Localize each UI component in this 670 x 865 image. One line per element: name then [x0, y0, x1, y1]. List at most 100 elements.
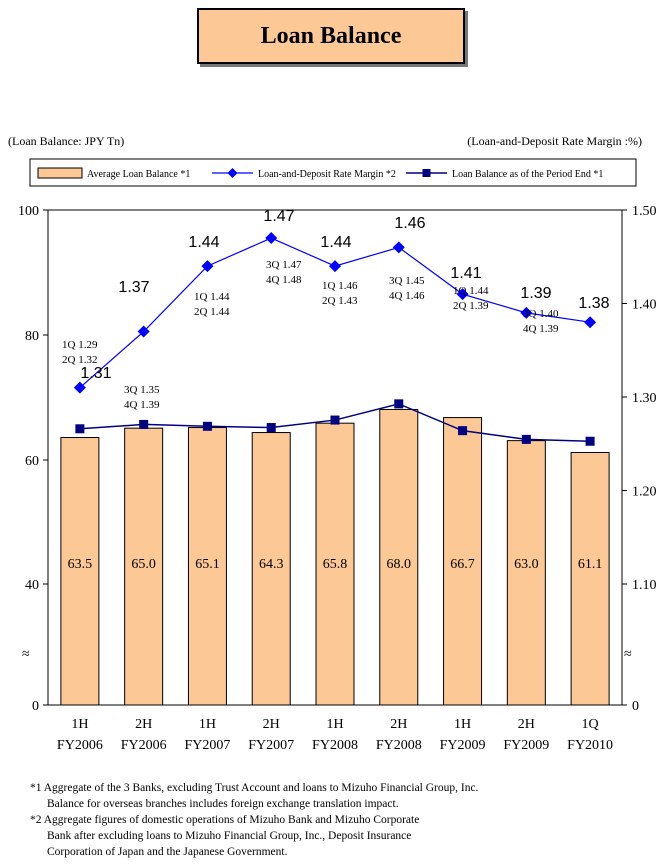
left-tick-label: 0: [32, 699, 39, 714]
footnote-1-cont: Balance for overseas branches includes f…: [47, 798, 399, 810]
category-label-period: 2H: [390, 717, 407, 732]
quarter-note: 4Q 1.39: [124, 399, 160, 411]
chart-title: Loan Balance: [260, 22, 402, 49]
marker-rate-margin: [329, 260, 341, 273]
quarter-note: 1Q 1.46: [322, 280, 358, 292]
rate-margin-label: 1.41: [450, 265, 481, 282]
footnote-2: *2 Aggregate figures of domestic operati…: [30, 814, 420, 826]
marker-rate-margin: [201, 260, 214, 273]
rate-margin-label: 1.44: [320, 234, 351, 251]
marker-period-end-balance: [266, 423, 276, 433]
bar-average-loan-balance: [443, 417, 483, 706]
marker-period-end-balance: [202, 421, 212, 431]
quarter-note: 4Q 1.46: [389, 290, 425, 302]
category-label-year: FY2007: [248, 738, 294, 753]
rate-margin-label: 1.38: [578, 295, 609, 312]
legend-box: [29, 158, 637, 187]
right-tick-label: 1.10: [632, 578, 657, 593]
footnotes: *1 Aggregate of the 3 Banks, excluding T…: [30, 780, 478, 860]
bar-value-label: 65.1: [195, 557, 220, 572]
bar-average-loan-balance: [124, 427, 164, 706]
category-label-period: 1Q: [582, 717, 599, 732]
rate-margin-label: 1.37: [118, 279, 149, 296]
axis-break-left: ≈: [22, 647, 30, 662]
bar-average-loan-balance: [60, 437, 100, 706]
category-label-period: 2H: [135, 717, 152, 732]
category-label-year: FY2008: [376, 738, 422, 753]
legend-label-bar: Average Loan Balance *1: [87, 169, 190, 180]
bar-value-label: 63.5: [68, 557, 93, 572]
category-label-period: 1H: [326, 717, 343, 732]
bar-value-label: 61.1: [578, 557, 603, 572]
quarter-note: 1Q 1.44: [453, 285, 489, 297]
marker-period-end-balance: [585, 436, 595, 446]
bar-value-label: 64.3: [259, 557, 284, 572]
rate-margin-label: 1.39: [520, 285, 551, 302]
marker-period-end-balance: [330, 415, 340, 425]
bar-average-loan-balance: [570, 451, 610, 706]
right-tick-label: 1.20: [632, 485, 657, 500]
category-label-year: FY2009: [440, 738, 486, 753]
bar-average-loan-balance: [187, 427, 227, 706]
rate-margin-label: 1.44: [188, 234, 219, 251]
quarter-note: 1Q 1.29: [62, 339, 98, 351]
marker-rate-margin: [520, 306, 533, 319]
marker-period-end-balance: [521, 434, 531, 444]
marker-period-end-balance: [458, 426, 468, 436]
left-tick-label: 40: [25, 578, 39, 593]
legend-label-balance: Loan Balance as of the Period End *1: [452, 169, 603, 180]
legend-swatch-bar: [37, 167, 83, 179]
right-axis-unit: (Loan-and-Deposit Rate Margin :%): [467, 134, 642, 148]
bar-value-label: 66.7: [450, 557, 475, 572]
bar-average-loan-balance: [251, 432, 291, 706]
quarter-note: 4Q 1.39: [523, 323, 559, 335]
axis-break-right: ≈: [624, 647, 632, 662]
legend-label-margin: Loan-and-Deposit Rate Margin *2: [258, 169, 396, 180]
rate-margin-label: 1.47: [263, 208, 294, 225]
right-tick-label: 1.50: [632, 204, 657, 219]
category-label-period: 1H: [71, 717, 88, 732]
category-label-period: 2H: [263, 717, 280, 732]
footnote-1: *1 Aggregate of the 3 Banks, excluding T…: [30, 782, 479, 794]
category-label-period: 2H: [518, 717, 535, 732]
bar-value-label: 63.0: [514, 557, 539, 572]
marker-period-end-balance: [75, 424, 85, 434]
footnote-2-cont: Bank after excluding loans to Mizuho Fin…: [47, 830, 412, 842]
quarter-note: 2Q 1.39: [453, 300, 489, 312]
marker-rate-margin: [265, 232, 278, 245]
left-tick-label: 60: [25, 454, 39, 469]
legend-marker-margin: [227, 168, 238, 178]
right-tick-label: 1.40: [632, 298, 657, 313]
category-label-year: FY2006: [57, 738, 103, 753]
category-label-year: FY2007: [184, 738, 230, 753]
quarter-note: 2Q 1.32: [62, 354, 97, 366]
rate-margin-label: 1.31: [80, 365, 111, 382]
right-tick-label: 1.30: [632, 391, 657, 406]
category-label-year: FY2008: [312, 738, 358, 753]
left-tick-label: 80: [25, 329, 39, 344]
marker-period-end-balance: [139, 419, 149, 429]
marker-rate-margin: [456, 288, 469, 301]
bar-average-loan-balance: [379, 408, 419, 706]
right-tick-label: 0: [632, 699, 639, 714]
category-label-period: 1H: [454, 717, 471, 732]
quarter-note: 4Q 1.48: [266, 274, 302, 286]
bar-value-label: 65.0: [131, 557, 156, 572]
footnote-2-cont2: Corporation of Japan and the Japanese Go…: [47, 846, 288, 858]
quarter-note: 3Q 1.40: [523, 308, 559, 320]
marker-rate-margin: [392, 241, 405, 254]
rate-margin-label: 1.46: [394, 215, 425, 232]
category-label-year: FY2010: [567, 738, 613, 753]
left-axis-unit: (Loan Balance: JPY Tn): [8, 134, 125, 148]
quarter-note: 3Q 1.47: [266, 259, 302, 271]
quarter-note: 3Q 1.35: [124, 384, 160, 396]
marker-rate-margin: [584, 316, 597, 329]
bar-value-label: 68.0: [387, 557, 412, 572]
quarter-note: 3Q 1.45: [389, 275, 425, 287]
quarter-note: 1Q 1.44: [194, 291, 230, 303]
title-box: Loan Balance: [197, 8, 465, 64]
bar-average-loan-balance: [315, 422, 355, 706]
bar-value-label: 65.8: [323, 557, 348, 572]
loan-balance-chart: 0 40 60 80 100 0 1.10 1.20 1.30 1.40 1.50 ≈ ≈63.5 65.…: [18, 158, 657, 753]
legend-marker-balance: [422, 169, 431, 177]
